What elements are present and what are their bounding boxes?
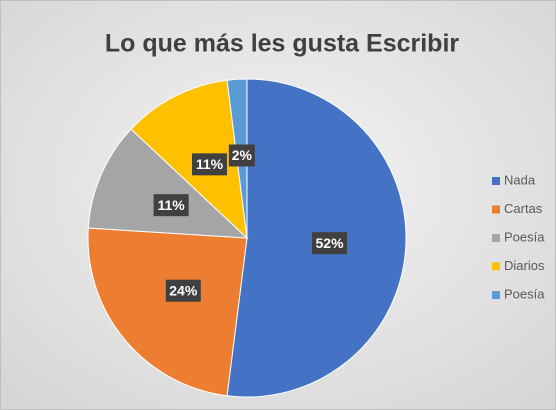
legend-swatch — [492, 205, 500, 214]
legend-label: Poesía — [504, 286, 545, 301]
data-label: 24% — [169, 282, 198, 298]
data-label: 2% — [232, 147, 253, 163]
data-label: 11% — [157, 197, 185, 213]
legend-swatch — [492, 177, 500, 185]
data-label-box — [228, 144, 255, 167]
legend-label: Diarios — [504, 258, 545, 273]
legend-swatch — [492, 291, 500, 299]
legend-label: Poesía — [504, 229, 545, 244]
data-label: 11% — [196, 156, 224, 172]
data-label: 52% — [316, 235, 345, 251]
data-label-box — [165, 279, 201, 302]
legend-swatch — [492, 234, 500, 242]
data-label-box — [153, 194, 189, 217]
pie-slice — [87, 128, 249, 239]
pie-slice — [130, 79, 248, 240]
legend-label: Cartas — [504, 201, 543, 216]
data-label-box — [312, 232, 348, 255]
legend-label: Nada — [504, 172, 536, 187]
legend-swatch — [492, 262, 500, 271]
data-label-box — [191, 153, 227, 176]
chart-title: Lo que más les gusta Escribir — [105, 30, 460, 58]
pie-slice — [87, 227, 248, 397]
